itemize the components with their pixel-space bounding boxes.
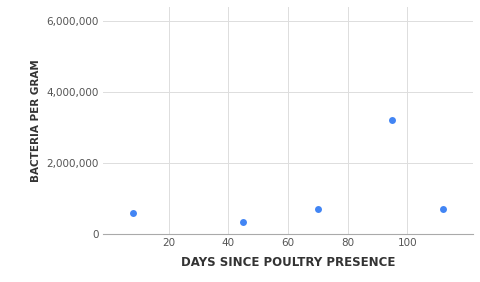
- X-axis label: DAYS SINCE POULTRY PRESENCE: DAYS SINCE POULTRY PRESENCE: [181, 256, 395, 269]
- Point: [314, 207, 322, 211]
- Point: [240, 219, 247, 224]
- Point: [129, 210, 137, 215]
- Point: [389, 118, 396, 123]
- Point: [439, 207, 447, 211]
- Y-axis label: BACTERIA PER GRAM: BACTERIA PER GRAM: [31, 59, 41, 182]
